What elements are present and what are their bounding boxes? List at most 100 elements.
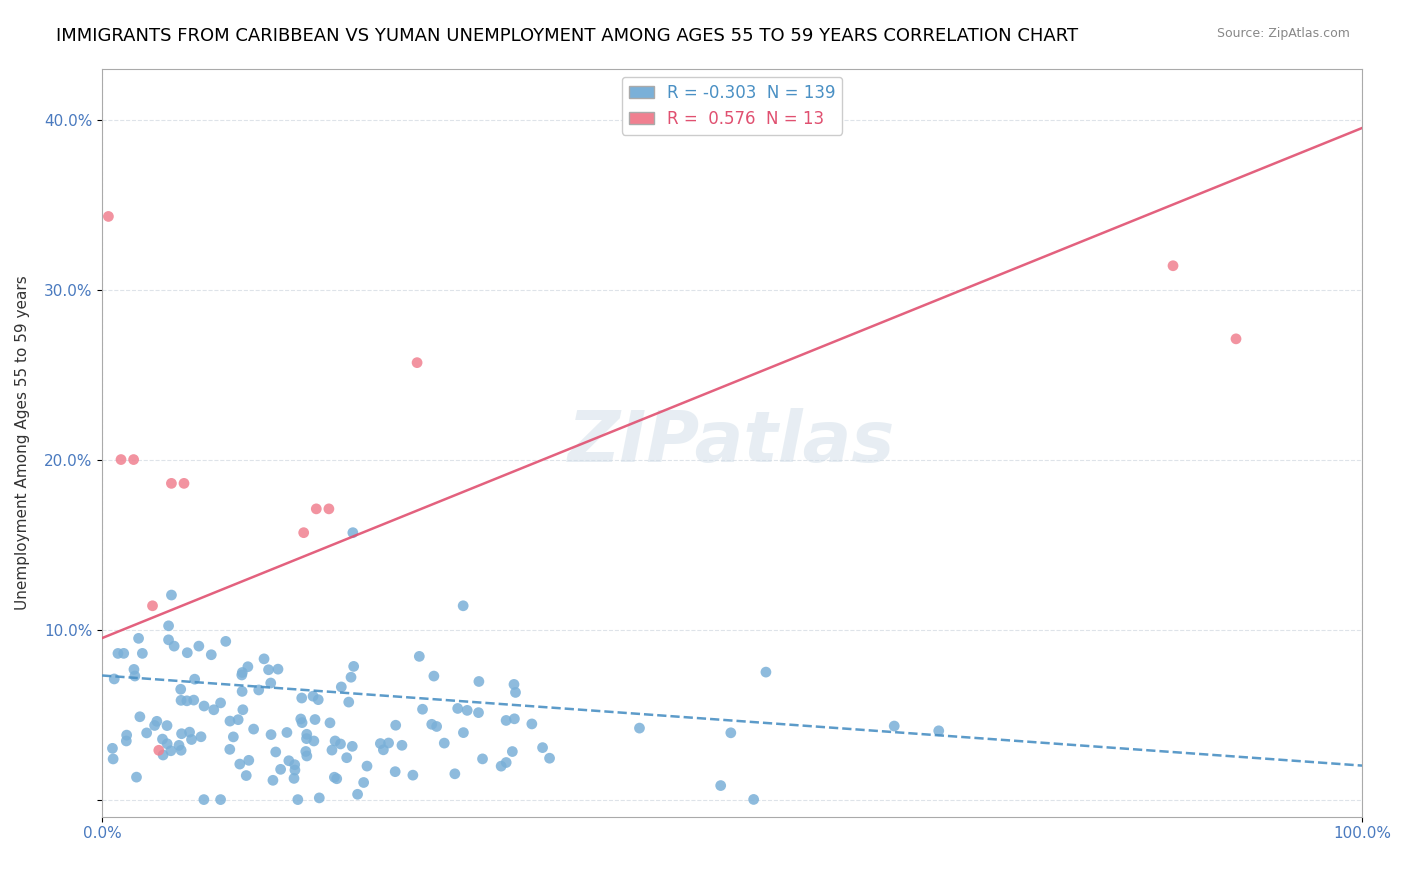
Point (143, 718, 166, 732)
Point (284, 757, 307, 772)
Point (318, 501, 340, 516)
Point (267, 662, 290, 676)
Point (883, 719, 905, 733)
Point (319, 715, 342, 730)
Point (489, 759, 512, 773)
Point (260, 676, 283, 690)
Point (101, 741, 124, 756)
Point (628, 721, 651, 735)
Point (231, 684, 253, 698)
Point (187, 639, 209, 653)
Point (131, 646, 153, 660)
Point (433, 736, 456, 750)
Y-axis label: Unemployment Among Ages 55 to 59 years: Unemployment Among Ages 55 to 59 years (15, 276, 30, 610)
Point (179, 725, 201, 739)
Point (260, 728, 283, 742)
Point (346, 787, 368, 801)
Point (423, 669, 446, 683)
Point (302, 734, 325, 748)
Point (467, 706, 489, 720)
Point (257, 663, 280, 677)
Point (291, 715, 314, 730)
Point (277, 754, 299, 768)
Point (141, 599, 163, 613)
Point (453, 725, 475, 739)
Point (329, 737, 352, 751)
Point (321, 743, 343, 757)
Point (170, 693, 193, 707)
Point (160, 588, 183, 602)
Point (215, 634, 238, 648)
Point (501, 745, 523, 759)
Point (152, 747, 174, 762)
Point (505, 685, 527, 699)
Point (323, 770, 346, 784)
Point (156, 737, 179, 751)
Point (122, 662, 145, 676)
Point (710, 779, 733, 793)
Text: IMMIGRANTS FROM CARIBBEAN VS YUMAN UNEMPLOYMENT AMONG AGES 55 TO 59 YEARS CORREL: IMMIGRANTS FROM CARIBBEAN VS YUMAN UNEMP… (56, 27, 1078, 45)
Point (1225, 332, 1247, 346)
Point (420, 717, 443, 731)
Point (295, 727, 318, 741)
Point (290, 712, 312, 726)
Point (337, 695, 360, 709)
Point (157, 619, 180, 633)
Point (160, 744, 183, 758)
Point (218, 742, 240, 756)
Point (356, 759, 378, 773)
Point (156, 718, 179, 732)
Point (115, 734, 138, 748)
Point (307, 692, 329, 706)
Point (170, 682, 193, 697)
Point (112, 646, 135, 660)
Point (157, 632, 180, 647)
Point (377, 736, 399, 750)
Point (128, 632, 150, 646)
Point (146, 714, 169, 729)
Point (294, 744, 316, 758)
Point (115, 728, 138, 742)
Point (336, 750, 359, 764)
Point (180, 732, 202, 747)
Point (412, 702, 434, 716)
Point (302, 689, 325, 703)
Point (176, 694, 198, 708)
Text: ZIPatlas: ZIPatlas (568, 408, 896, 477)
Point (110, 452, 132, 467)
Point (128, 710, 150, 724)
Point (495, 756, 517, 770)
Point (292, 525, 315, 540)
Point (163, 639, 186, 653)
Point (183, 693, 205, 707)
Point (170, 727, 193, 741)
Point (720, 726, 742, 740)
Point (229, 757, 252, 772)
Point (222, 730, 245, 744)
Point (342, 525, 364, 540)
Point (287, 792, 309, 806)
Point (103, 672, 125, 686)
Point (408, 649, 430, 664)
Point (308, 791, 330, 805)
Point (276, 725, 298, 739)
Point (190, 730, 212, 744)
Point (152, 732, 174, 747)
Point (97, 210, 120, 224)
Point (125, 770, 148, 784)
Point (148, 743, 170, 757)
Point (342, 739, 364, 754)
Point (384, 718, 406, 732)
Point (176, 646, 198, 660)
Point (242, 722, 264, 736)
Point (219, 714, 242, 728)
Point (402, 768, 425, 782)
Point (291, 691, 314, 706)
Point (107, 647, 129, 661)
Point (231, 668, 253, 682)
Point (531, 740, 554, 755)
Point (343, 659, 366, 673)
Point (135, 726, 157, 740)
Point (235, 768, 257, 782)
Point (202, 703, 225, 717)
